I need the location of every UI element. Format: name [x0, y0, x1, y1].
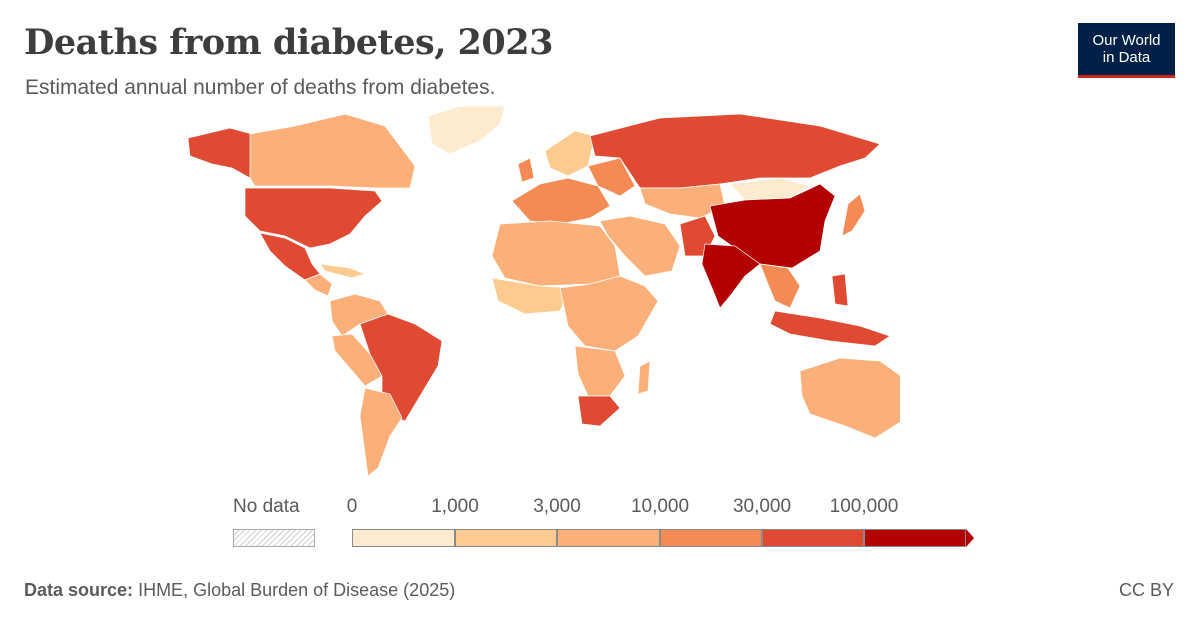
region-brazil[interactable]: [359, 313, 443, 422]
region-indonesia[interactable]: [769, 310, 891, 347]
region-central-east-africa[interactable]: [559, 275, 659, 352]
legend-tick-0: 0: [346, 496, 358, 517]
legend-tick-4: 30,000: [732, 496, 792, 517]
world-map[interactable]: [120, 96, 900, 476]
region-russia[interactable]: [589, 113, 881, 189]
region-alaska[interactable]: [187, 127, 253, 179]
region-india[interactable]: [701, 243, 761, 309]
logo-line-2: in Data: [1102, 49, 1151, 66]
region-eastern-europe[interactable]: [587, 157, 636, 197]
legend-bin-1[interactable]: [455, 529, 557, 547]
region-usa[interactable]: [244, 187, 383, 249]
legend-tick-3: 10,000: [630, 496, 690, 517]
chart-subtitle: Estimated annual number of deaths from d…: [25, 76, 496, 99]
legend-tick-5: 100,000: [829, 496, 899, 517]
region-greenland[interactable]: [427, 105, 506, 155]
owid-logo[interactable]: Our World in Data: [1078, 23, 1175, 78]
region-scandinavia[interactable]: [544, 130, 596, 177]
data-source-text[interactable]: IHME, Global Burden of Disease (2025): [138, 580, 456, 600]
license-link[interactable]: CC BY: [1118, 580, 1174, 600]
region-madagascar[interactable]: [637, 360, 651, 395]
region-south-africa[interactable]: [577, 395, 621, 427]
region-japan[interactable]: [841, 193, 866, 237]
region-southern-africa[interactable]: [574, 345, 626, 397]
region-southeast-asia[interactable]: [759, 263, 801, 309]
region-argentina-chile[interactable]: [359, 387, 403, 476]
region-west-africa[interactable]: [491, 277, 571, 315]
legend-tick-1: 1,000: [431, 496, 479, 517]
logo-line-1: Our World: [1092, 32, 1161, 49]
legend-bin-3[interactable]: [660, 529, 762, 547]
chart-title: Deaths from diabetes, 2023: [24, 22, 553, 63]
data-source: Data source: IHME, Global Burden of Dise…: [24, 580, 455, 601]
region-central-america[interactable]: [304, 273, 333, 297]
region-uk[interactable]: [517, 157, 535, 183]
legend-tick-2: 3,000: [533, 496, 581, 517]
legend-bin-5[interactable]: [864, 529, 966, 547]
legend-arrow-icon: [966, 529, 974, 547]
region-north-africa[interactable]: [491, 220, 621, 287]
no-data-label: No data: [233, 496, 300, 517]
region-canada[interactable]: [249, 113, 416, 189]
legend-bin-4[interactable]: [762, 529, 864, 547]
legend-bin-2[interactable]: [557, 529, 660, 547]
region-mongolia[interactable]: [729, 177, 811, 201]
legend-bin-0[interactable]: [352, 529, 455, 547]
region-peru-bolivia[interactable]: [331, 333, 383, 387]
region-caribbean[interactable]: [319, 263, 367, 279]
region-middle-east[interactable]: [599, 215, 681, 277]
region-australia[interactable]: [799, 357, 900, 439]
region-western-europe[interactable]: [511, 177, 611, 225]
no-data-swatch[interactable]: [233, 529, 315, 547]
region-philippines[interactable]: [831, 273, 849, 307]
data-source-label: Data source:: [24, 580, 134, 600]
